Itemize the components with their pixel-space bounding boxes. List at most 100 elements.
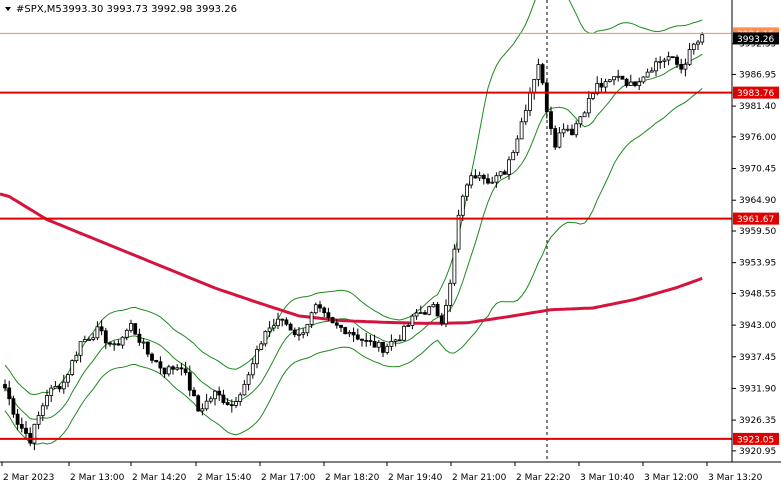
candle (120, 336, 125, 349)
candle (385, 343, 390, 355)
candle (427, 305, 432, 316)
candle (66, 373, 70, 388)
candle (490, 176, 495, 184)
candle-body (549, 111, 553, 129)
candle-body (624, 78, 629, 87)
candle-body (616, 75, 621, 78)
candle (292, 327, 297, 338)
candle (456, 209, 461, 253)
candle (397, 334, 402, 342)
candle-body (255, 349, 259, 365)
candle (19, 417, 24, 433)
candle (364, 332, 369, 347)
candle-body (183, 368, 188, 373)
candle (687, 42, 692, 67)
candle-body (175, 367, 180, 370)
candle-body (301, 332, 306, 335)
candle-body (116, 343, 121, 346)
candle-body (435, 303, 440, 317)
candle-body (477, 174, 482, 179)
candle-body (158, 361, 163, 369)
candle (696, 39, 700, 51)
candle (187, 365, 192, 397)
candle-body (288, 323, 293, 331)
bollinger-upper-band (4, 0, 703, 396)
candle-body (347, 332, 352, 335)
candle (616, 69, 621, 82)
candle-body (536, 64, 541, 80)
candle (452, 244, 457, 286)
candle-body (406, 325, 411, 327)
candle-body (612, 76, 616, 81)
candle (637, 77, 642, 91)
time-tick-label: 2 Mar 14:20 (132, 473, 187, 483)
candle-body (376, 341, 381, 348)
candle (11, 395, 16, 418)
candle-body (599, 82, 604, 88)
candle-body (246, 374, 251, 385)
candle (150, 352, 154, 364)
candle (200, 403, 205, 416)
bollinger-lower-band (4, 88, 703, 445)
price-tick-label: 3964.90 (739, 196, 776, 206)
candle-body (217, 390, 222, 396)
dropdown-triangle-icon[interactable] (5, 7, 11, 11)
candle-body (637, 81, 642, 86)
candle-body (418, 312, 423, 314)
candle-body (687, 49, 692, 65)
candle-body (187, 372, 192, 391)
candle (381, 341, 385, 358)
level-price-tag-bg (733, 86, 779, 99)
candle-body (57, 386, 62, 390)
candle-body (670, 56, 675, 59)
candle-body (66, 374, 70, 383)
candle-body (276, 318, 280, 327)
candle (360, 338, 364, 347)
candle-body (481, 174, 486, 180)
candle (565, 124, 570, 132)
candle (372, 334, 377, 348)
candle (267, 321, 272, 337)
candle (116, 339, 121, 346)
candle-body (544, 82, 549, 113)
candle-body (137, 333, 142, 343)
price-tick-label: 3959.50 (739, 227, 776, 237)
candle (448, 279, 453, 313)
candle-body (679, 63, 684, 70)
candle (444, 299, 448, 328)
candle (410, 314, 415, 330)
level-price-tag: 3923.05 (733, 432, 779, 445)
candle-body (234, 401, 238, 406)
candle-body (3, 384, 7, 389)
candle-body (431, 303, 436, 308)
candle (112, 340, 117, 351)
candle (477, 171, 482, 182)
candle-body (91, 337, 96, 340)
candle (355, 328, 360, 341)
levels-layer (0, 32, 732, 440)
candle (217, 386, 222, 401)
candle-body (53, 386, 58, 389)
time-tick-label: 3 Mar 10:40 (580, 473, 635, 483)
candle (24, 420, 28, 439)
candle (553, 125, 558, 150)
candle (679, 58, 684, 74)
candle-body (649, 70, 654, 73)
candle-body (82, 339, 87, 343)
level-price-tag: 3983.76 (733, 86, 779, 99)
candle-body (456, 214, 461, 250)
candle-body (40, 405, 45, 416)
candle (423, 309, 427, 315)
candle-body (557, 132, 562, 148)
candle (519, 117, 524, 140)
candle (255, 345, 259, 369)
candle (246, 371, 251, 391)
candle (15, 408, 20, 431)
candle (229, 399, 234, 413)
candle (351, 327, 356, 343)
candle (507, 156, 511, 180)
candle-body (494, 175, 499, 183)
candle-body (439, 315, 444, 325)
time-tick-label: 3 Mar 12:00 (644, 473, 699, 483)
